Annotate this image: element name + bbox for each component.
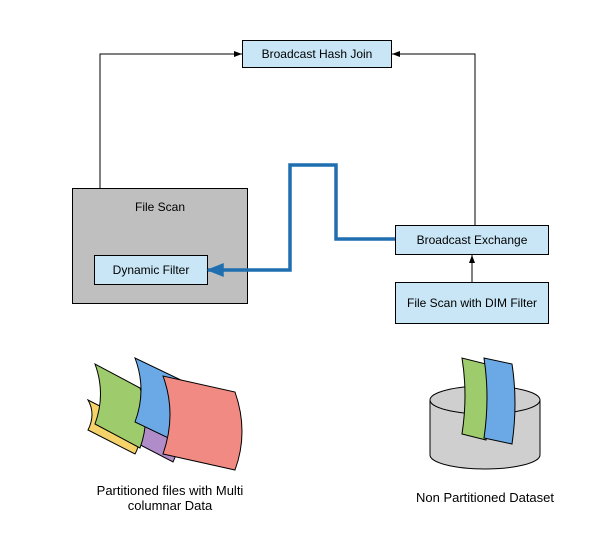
cyl-file-green <box>462 358 489 440</box>
diagram-root: File Scan Dynamic Filter Broadcast Hash … <box>0 0 600 553</box>
broadcast-exchange-node: Broadcast Exchange <box>395 225 549 255</box>
file-purple <box>127 406 177 462</box>
file-scan-dim-node: File Scan with DIM Filter <box>395 282 549 324</box>
cyl-file-blue <box>484 358 515 444</box>
file-blue <box>135 358 191 446</box>
file-green <box>95 364 146 448</box>
edge-filescan-hashjoin <box>100 54 242 188</box>
caption-nonpartitioned: Non Partitioned Dataset <box>395 490 575 505</box>
dynamic-filter-node: Dynamic Filter <box>94 255 208 285</box>
file-red <box>163 376 242 470</box>
edge-exchange-hashjoin <box>392 54 475 225</box>
cylinder-icon <box>430 358 540 469</box>
file-scan-label: File Scan <box>72 200 248 214</box>
file-yellow <box>88 400 139 454</box>
partitioned-files-icon <box>88 358 242 470</box>
hash-join-node: Broadcast Hash Join <box>242 40 392 68</box>
caption-partitioned: Partitioned files with Multi columnar Da… <box>70 483 270 513</box>
